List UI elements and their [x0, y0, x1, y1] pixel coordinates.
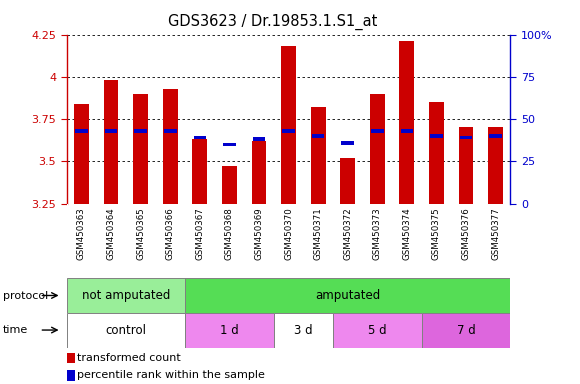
Bar: [67, 313, 185, 348]
Text: GSM450371: GSM450371: [314, 207, 322, 260]
Text: GSM450375: GSM450375: [432, 207, 441, 260]
Bar: [400, 41, 414, 204]
Bar: [223, 142, 235, 146]
Bar: [401, 129, 413, 133]
Bar: [340, 158, 355, 204]
Bar: [490, 134, 502, 138]
Bar: [67, 370, 75, 381]
Bar: [274, 313, 333, 348]
Bar: [104, 80, 118, 204]
Text: 1 d: 1 d: [220, 324, 239, 337]
Text: GSM450377: GSM450377: [491, 207, 500, 260]
Text: GSM450364: GSM450364: [107, 207, 115, 260]
Bar: [333, 313, 422, 348]
Bar: [282, 129, 295, 133]
Text: GSM450368: GSM450368: [225, 207, 234, 260]
Bar: [460, 136, 472, 139]
Text: GSM450365: GSM450365: [136, 207, 145, 260]
Bar: [459, 127, 473, 204]
Text: time: time: [3, 325, 28, 335]
Text: GSM450370: GSM450370: [284, 207, 293, 260]
Text: 3 d: 3 d: [294, 324, 313, 337]
Bar: [370, 94, 385, 204]
Text: GSM450366: GSM450366: [166, 207, 175, 260]
Text: 5 d: 5 d: [368, 324, 387, 337]
Bar: [312, 134, 324, 138]
Bar: [371, 129, 383, 133]
Text: GSM450367: GSM450367: [195, 207, 204, 260]
Bar: [430, 134, 443, 138]
Bar: [105, 129, 117, 133]
Bar: [185, 313, 274, 348]
Bar: [422, 313, 510, 348]
Bar: [185, 278, 510, 313]
Bar: [164, 129, 176, 133]
Text: not amputated: not amputated: [82, 289, 170, 302]
Bar: [193, 139, 207, 204]
Bar: [67, 353, 75, 363]
Bar: [253, 137, 265, 141]
Text: control: control: [106, 324, 146, 337]
Text: GSM450369: GSM450369: [255, 207, 263, 260]
Text: GSM450373: GSM450373: [373, 207, 382, 260]
Bar: [133, 94, 148, 204]
Text: GSM450376: GSM450376: [462, 207, 470, 260]
Bar: [429, 102, 444, 204]
Text: GSM450374: GSM450374: [403, 207, 411, 260]
Bar: [194, 136, 206, 139]
Bar: [222, 166, 237, 204]
Text: transformed count: transformed count: [77, 353, 181, 363]
Bar: [135, 129, 147, 133]
Text: GSM450372: GSM450372: [343, 207, 352, 260]
Text: 7 d: 7 d: [456, 324, 476, 337]
Bar: [342, 141, 354, 144]
Bar: [252, 141, 266, 204]
Bar: [281, 46, 296, 204]
Bar: [74, 104, 89, 204]
Text: amputated: amputated: [315, 289, 380, 302]
Text: percentile rank within the sample: percentile rank within the sample: [77, 370, 265, 381]
Text: GDS3623 / Dr.19853.1.S1_at: GDS3623 / Dr.19853.1.S1_at: [168, 13, 377, 30]
Text: GSM450363: GSM450363: [77, 207, 86, 260]
Bar: [75, 129, 88, 133]
Bar: [67, 278, 185, 313]
Bar: [311, 107, 325, 204]
Bar: [488, 127, 503, 204]
Text: protocol: protocol: [3, 291, 48, 301]
Bar: [163, 89, 177, 204]
